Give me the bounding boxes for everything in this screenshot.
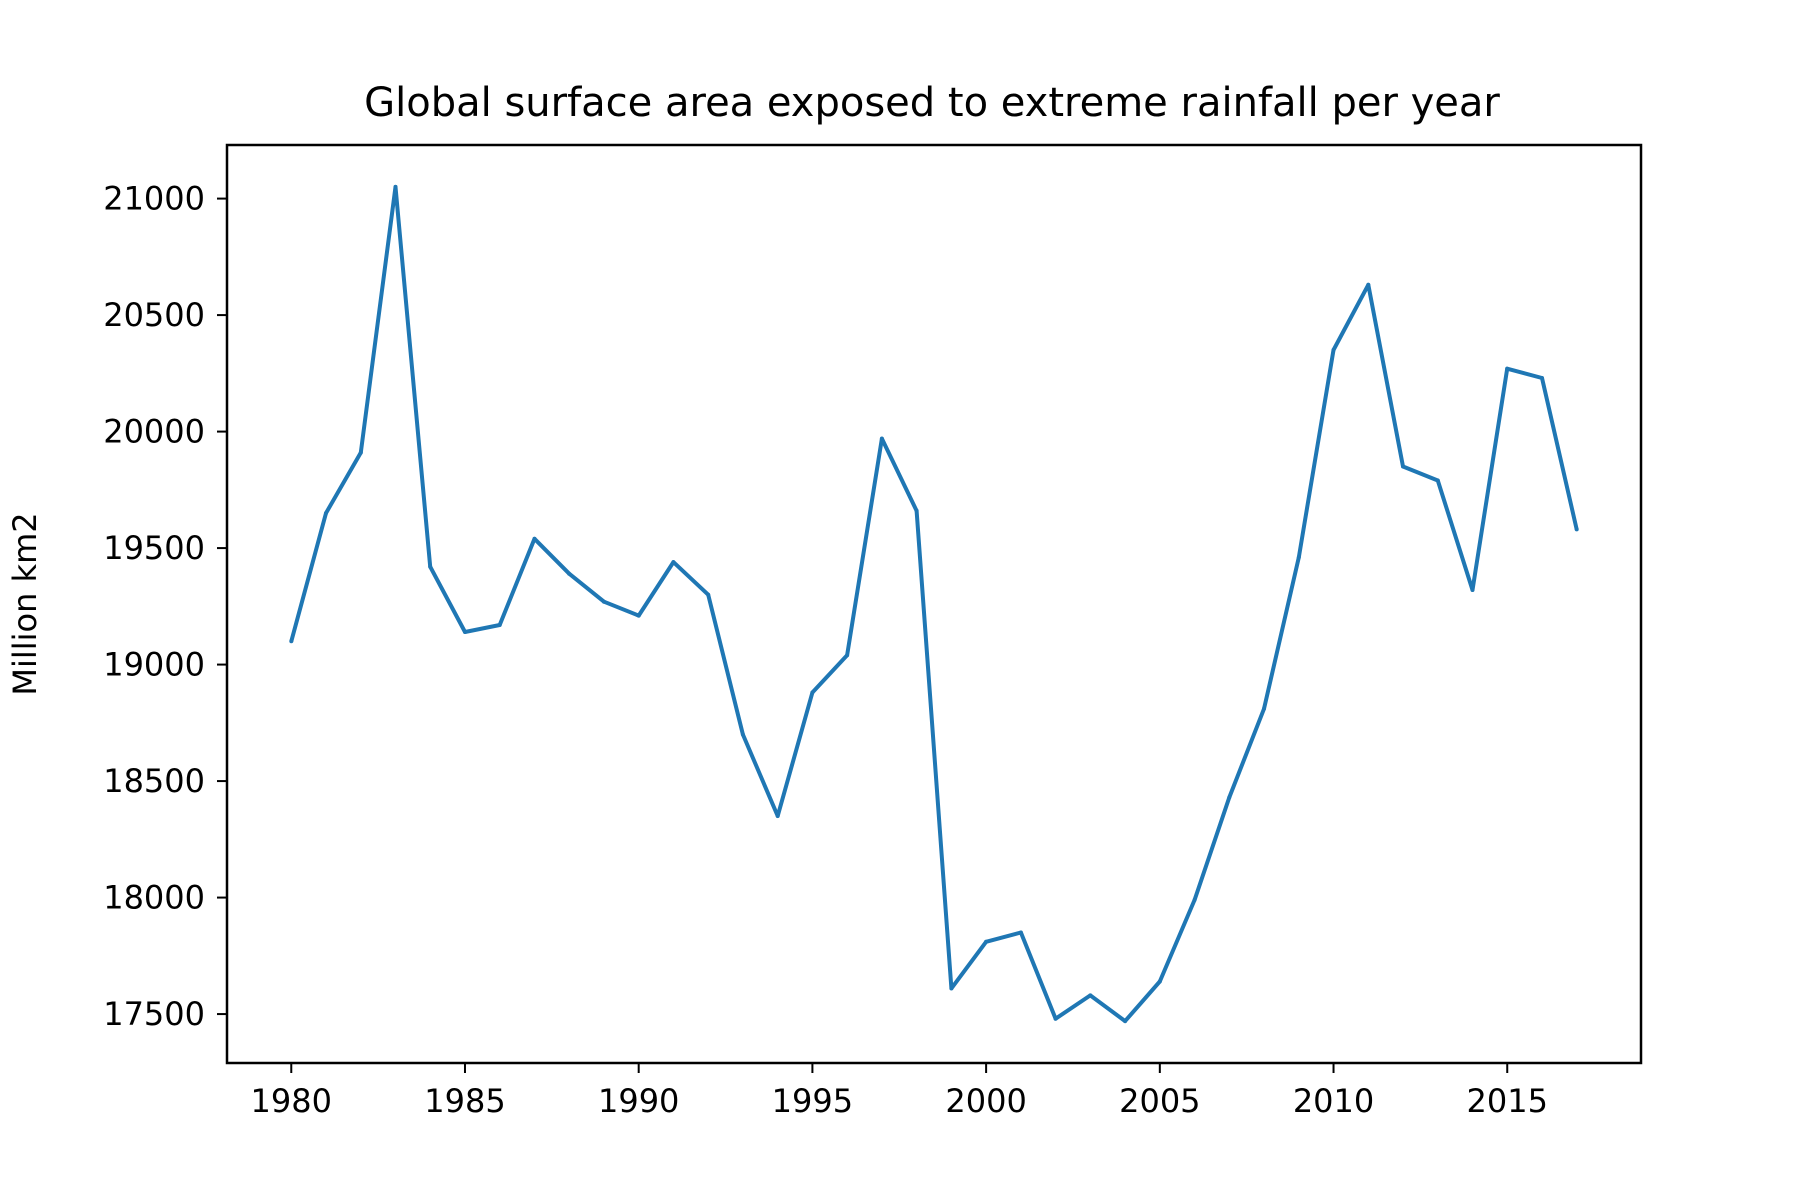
y-tick-label: 18500 [103,762,205,800]
data-point [1018,930,1023,935]
data-point [1401,464,1405,469]
x-tick-label: 2000 [945,1082,1026,1120]
y-tick-label: 21000 [103,180,205,218]
data-point [1157,979,1162,984]
data-point [1470,588,1475,592]
x-tick-label: 2005 [1119,1082,1200,1120]
data-point [740,732,745,737]
x-tick-label: 1990 [598,1082,679,1120]
y-tick-label: 18000 [103,879,205,917]
y-tick-label: 20500 [103,296,205,334]
data-point [636,613,641,618]
data-point [810,690,815,695]
x-tick-label: 1995 [772,1082,853,1120]
y-axis-label: Million km2 [6,512,44,695]
data-point [567,571,572,576]
x-axis: 1980 1985 1990 1995 2000 2005 2010 2015 [251,1063,1548,1120]
data-point [845,653,850,658]
data-point [1331,348,1336,352]
data-point [1227,795,1232,800]
data-point [1262,706,1266,711]
data-point [1123,1019,1128,1024]
data-point [358,450,363,455]
data-point [1296,555,1301,560]
data-point [289,639,294,644]
data-point [393,184,398,189]
data-point [428,564,433,569]
data-point [775,814,780,818]
data-point [1088,993,1093,998]
y-tick-label: 20000 [103,413,205,451]
data-point [706,592,711,597]
y-axis: 17500 18000 18500 19000 19500 20000 20500 21000 [103,180,227,1033]
data-point [984,939,989,944]
data-point [1540,376,1544,380]
data-series-line [289,184,1579,1024]
x-tick-label: 2010 [1293,1082,1374,1120]
y-tick-label: 17500 [103,995,205,1033]
data-point [1435,478,1440,483]
data-point [1505,366,1510,371]
data-points [289,184,1579,1024]
data-point [602,599,606,604]
data-point [463,630,467,634]
data-point [671,560,676,565]
data-point [949,986,954,991]
chart-title: Global surface area exposed to extreme r… [364,80,1500,126]
data-point [914,508,919,513]
data-point [1574,527,1579,532]
x-tick-label: 1985 [424,1082,505,1120]
data-point [497,623,502,627]
y-tick-label: 19500 [103,529,205,567]
data-point [324,511,328,516]
data-point [1053,1016,1058,1021]
data-point [879,436,884,441]
data-point [1366,282,1371,287]
data-point [532,536,537,541]
plot-frame [225,143,1643,1065]
x-tick-label: 2015 [1467,1082,1548,1120]
y-tick-label: 19000 [103,646,205,684]
x-tick-label: 1980 [251,1082,332,1120]
data-point [1192,897,1197,902]
